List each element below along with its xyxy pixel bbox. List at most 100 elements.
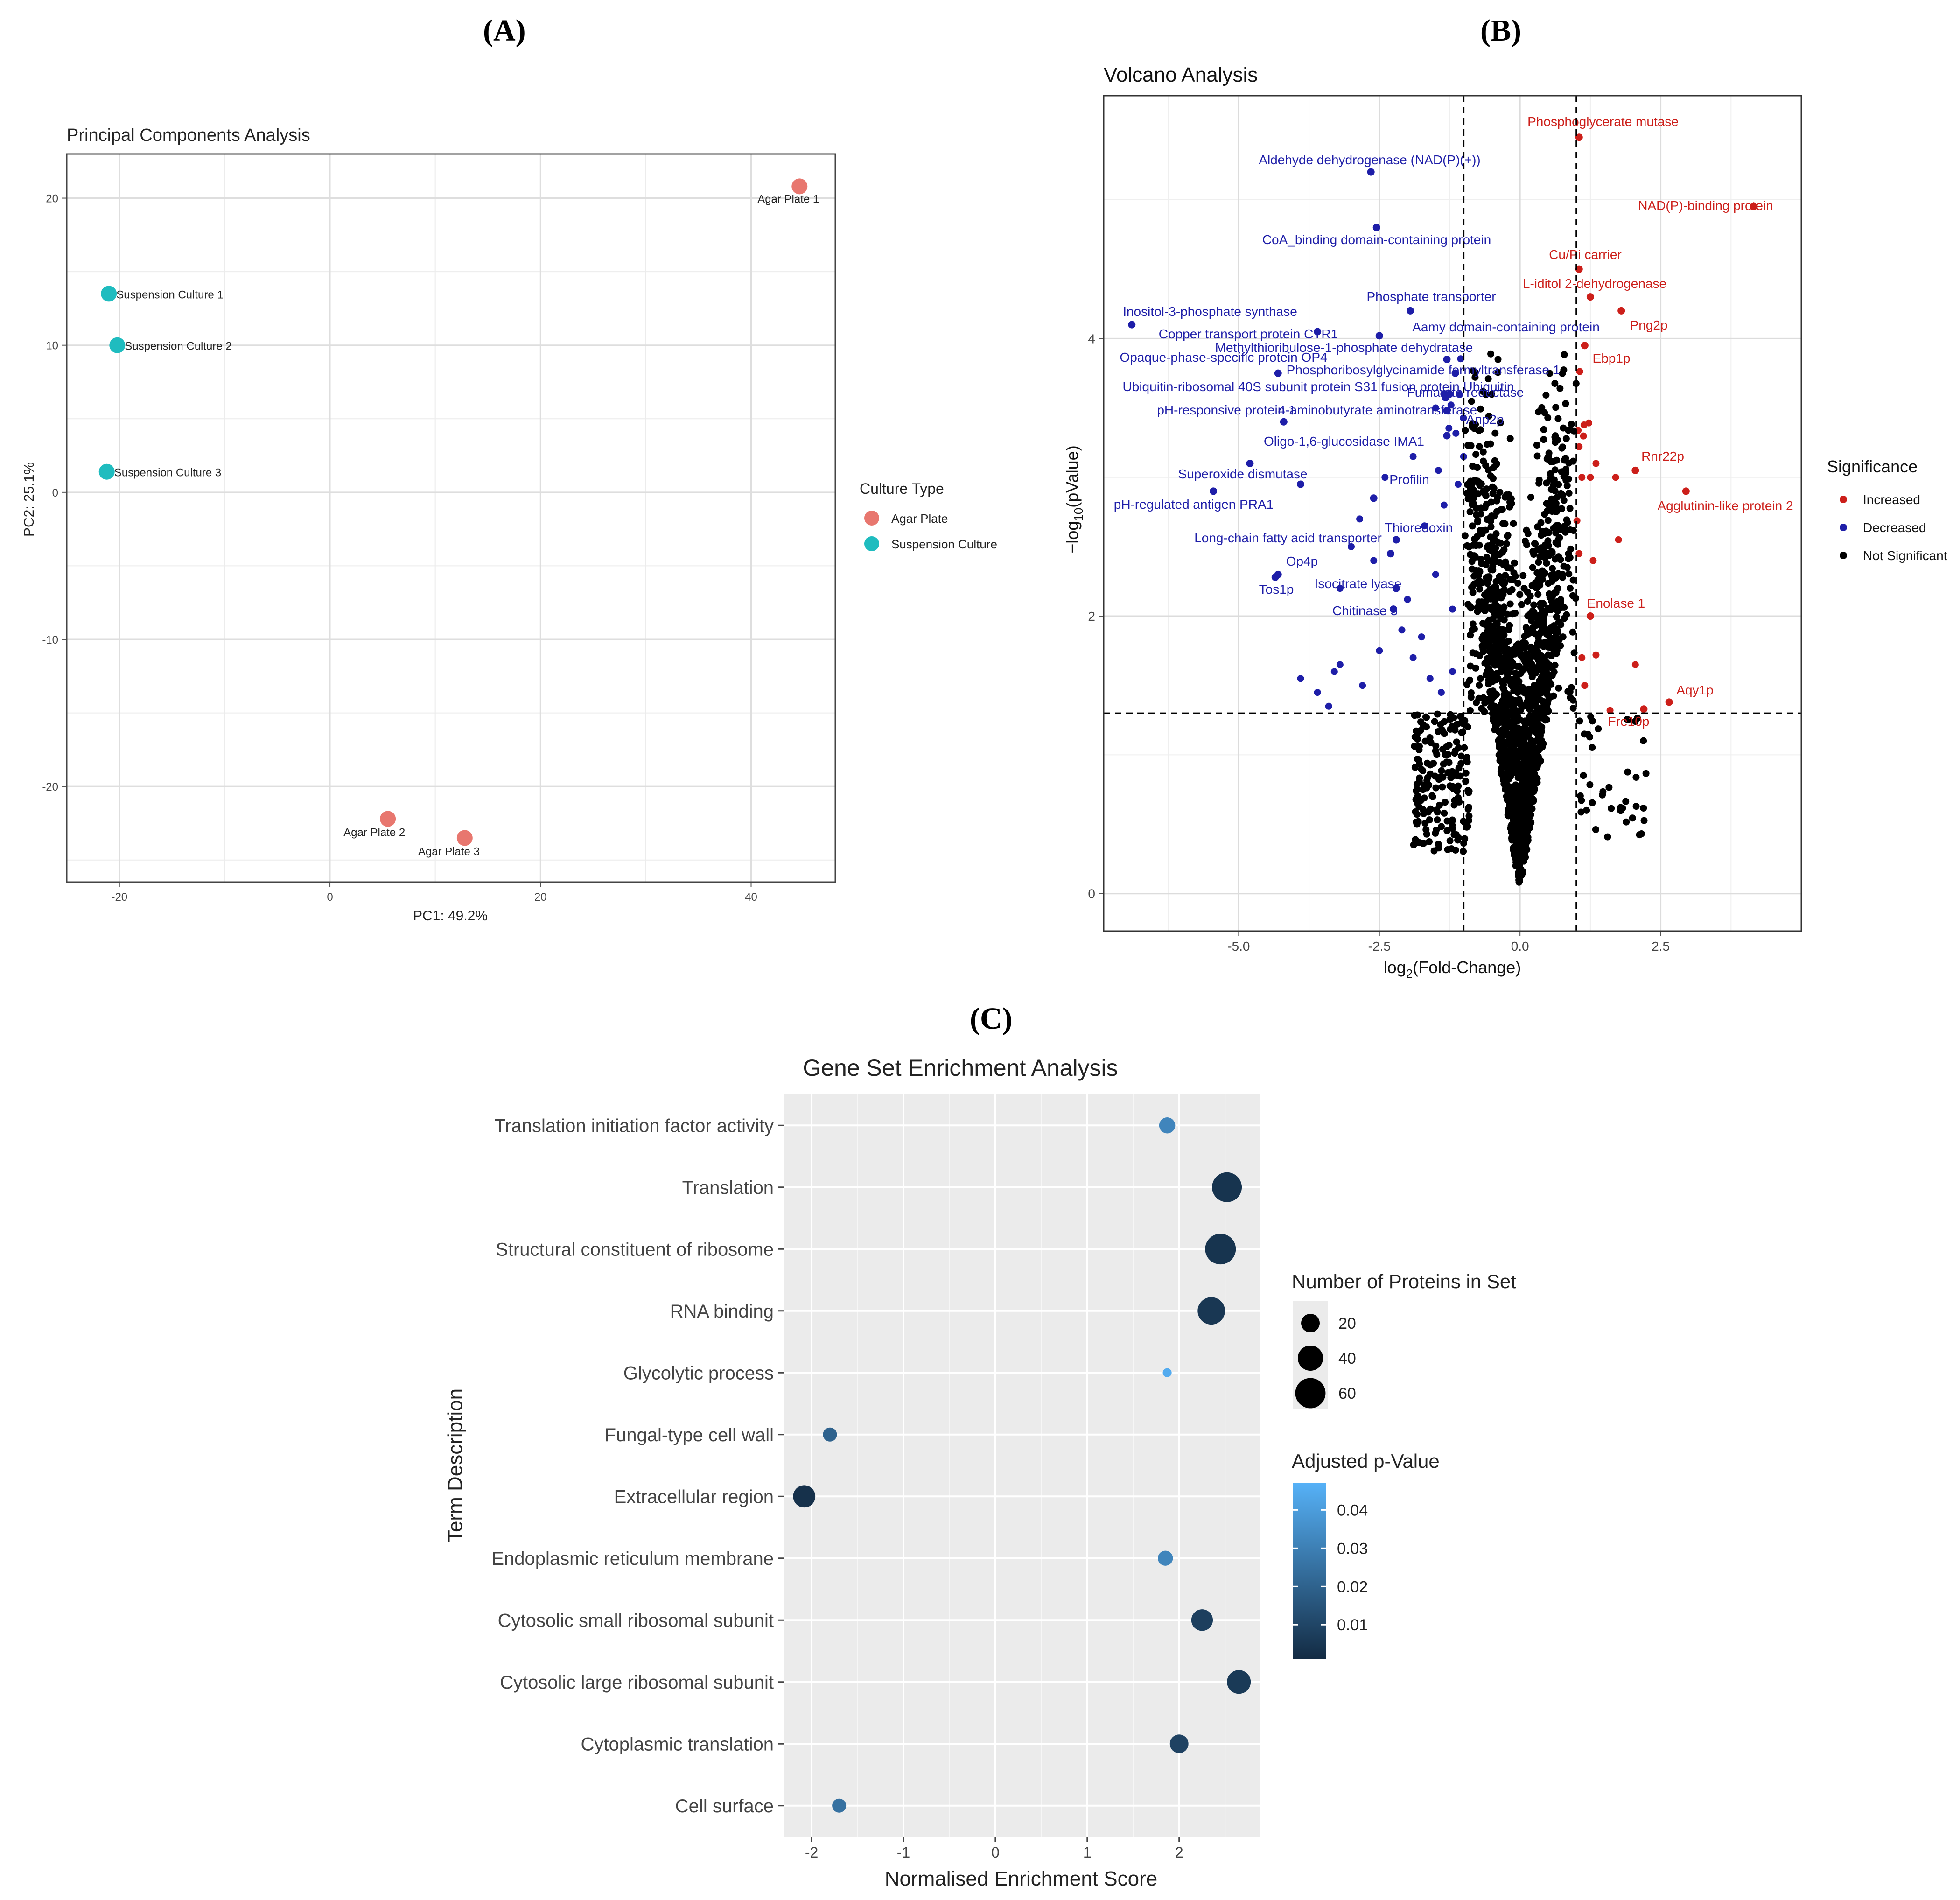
volcano-point bbox=[1398, 626, 1406, 634]
volcano-point bbox=[1487, 645, 1494, 652]
volcano-point bbox=[1540, 436, 1547, 443]
volcano-point bbox=[1489, 709, 1496, 717]
volcano-point bbox=[1508, 828, 1515, 836]
volcano-point bbox=[1493, 645, 1500, 653]
volcano-point bbox=[1470, 572, 1478, 580]
volcano-point bbox=[1519, 777, 1526, 785]
volcano-point bbox=[1535, 559, 1542, 566]
volcano-point bbox=[1513, 663, 1520, 670]
volcano-point bbox=[1475, 567, 1483, 575]
volcano-point bbox=[1551, 661, 1559, 669]
volcano-point bbox=[1521, 752, 1528, 759]
volcano-legend-swatch bbox=[1840, 524, 1847, 531]
volcano-point bbox=[1640, 804, 1647, 812]
volcano-point bbox=[1517, 854, 1525, 862]
gsea-ylabel: Term Description bbox=[444, 1388, 467, 1542]
volcano-point bbox=[1512, 807, 1520, 815]
volcano-point bbox=[1477, 510, 1484, 518]
volcano-point bbox=[1555, 684, 1562, 692]
volcano-point bbox=[1461, 532, 1469, 540]
volcano-point bbox=[1541, 610, 1548, 618]
volcano-point-label: Phosphate transporter bbox=[1366, 289, 1496, 304]
volcano-point bbox=[1552, 439, 1559, 446]
volcano-point bbox=[1487, 677, 1495, 685]
volcano-point bbox=[1506, 576, 1514, 583]
volcano-point bbox=[1497, 742, 1505, 749]
volcano-point bbox=[1507, 811, 1514, 818]
volcano-point bbox=[1484, 624, 1492, 631]
volcano-point bbox=[1517, 866, 1525, 873]
pca-point bbox=[456, 830, 473, 846]
volcano-point bbox=[1517, 741, 1524, 748]
volcano-point bbox=[1468, 398, 1475, 405]
volcano-labeled-point bbox=[1443, 407, 1451, 414]
volcano-point bbox=[1510, 799, 1517, 806]
volcano-point bbox=[1491, 555, 1498, 562]
volcano-point bbox=[1566, 554, 1574, 561]
volcano-point bbox=[1547, 470, 1554, 477]
volcano-point bbox=[1489, 483, 1496, 491]
volcano-point bbox=[1491, 552, 1498, 560]
volcano-legend-swatch bbox=[1840, 552, 1847, 559]
volcano-point bbox=[1549, 574, 1556, 581]
volcano-point bbox=[1506, 811, 1514, 819]
volcano-point bbox=[1544, 697, 1552, 705]
volcano-labeled-point bbox=[1407, 307, 1414, 315]
volcano-point bbox=[1539, 619, 1547, 626]
volcano-point bbox=[1463, 758, 1471, 766]
volcano-point bbox=[1467, 477, 1474, 485]
volcano-point bbox=[1499, 760, 1506, 767]
volcano-point-label: Aqy1p bbox=[1676, 683, 1713, 697]
volcano-point bbox=[1525, 797, 1533, 804]
volcano-point bbox=[1451, 750, 1458, 757]
volcano-point bbox=[1547, 624, 1554, 631]
volcano-point bbox=[1532, 700, 1539, 708]
volcano-point bbox=[1495, 633, 1502, 640]
volcano-point bbox=[1505, 796, 1512, 804]
volcano-point bbox=[1521, 777, 1529, 785]
volcano-point bbox=[1513, 646, 1520, 654]
volcano-point bbox=[1554, 607, 1561, 615]
gsea-color-legend-label: 0.02 bbox=[1337, 1578, 1368, 1596]
volcano-point bbox=[1550, 481, 1557, 489]
volcano-point bbox=[1521, 757, 1528, 765]
volcano-point bbox=[1578, 654, 1586, 661]
volcano-point bbox=[1509, 829, 1516, 836]
volcano-point bbox=[1540, 655, 1548, 663]
volcano-point bbox=[1564, 688, 1572, 695]
volcano-point bbox=[1530, 601, 1538, 609]
volcano-point bbox=[1525, 812, 1533, 820]
volcano-point bbox=[1516, 734, 1523, 742]
volcano-point bbox=[1525, 751, 1533, 759]
volcano-point bbox=[1547, 548, 1555, 555]
volcano-point bbox=[1438, 726, 1446, 734]
volcano-point bbox=[1504, 787, 1511, 795]
volcano-point bbox=[1569, 592, 1576, 599]
volcano-point bbox=[1507, 660, 1515, 667]
volcano-point bbox=[1435, 776, 1442, 783]
volcano-point bbox=[1518, 686, 1525, 693]
volcano-point bbox=[1524, 699, 1531, 707]
volcano-point bbox=[1452, 846, 1459, 854]
gsea-xtick-label: -1 bbox=[897, 1844, 910, 1861]
volcano-point bbox=[1523, 780, 1531, 788]
volcano-point bbox=[1512, 811, 1519, 819]
volcano-point bbox=[1481, 699, 1489, 707]
volcano-point bbox=[1516, 818, 1523, 825]
volcano-point bbox=[1472, 567, 1480, 574]
volcano-point bbox=[1487, 675, 1494, 682]
volcano-point bbox=[1547, 486, 1555, 493]
volcano-point bbox=[1502, 640, 1509, 647]
volcano-point bbox=[1522, 854, 1529, 861]
volcano-point bbox=[1496, 489, 1504, 496]
volcano-point bbox=[1507, 825, 1514, 832]
volcano-point bbox=[1510, 746, 1517, 754]
volcano-point bbox=[1533, 759, 1540, 766]
volcano-point bbox=[1556, 534, 1563, 541]
volcano-point bbox=[1457, 719, 1465, 727]
volcano-point bbox=[1537, 744, 1544, 752]
volcano-point bbox=[1463, 681, 1471, 688]
volcano-point bbox=[1425, 781, 1433, 789]
volcano-point bbox=[1547, 572, 1555, 579]
volcano-point bbox=[1510, 832, 1517, 839]
